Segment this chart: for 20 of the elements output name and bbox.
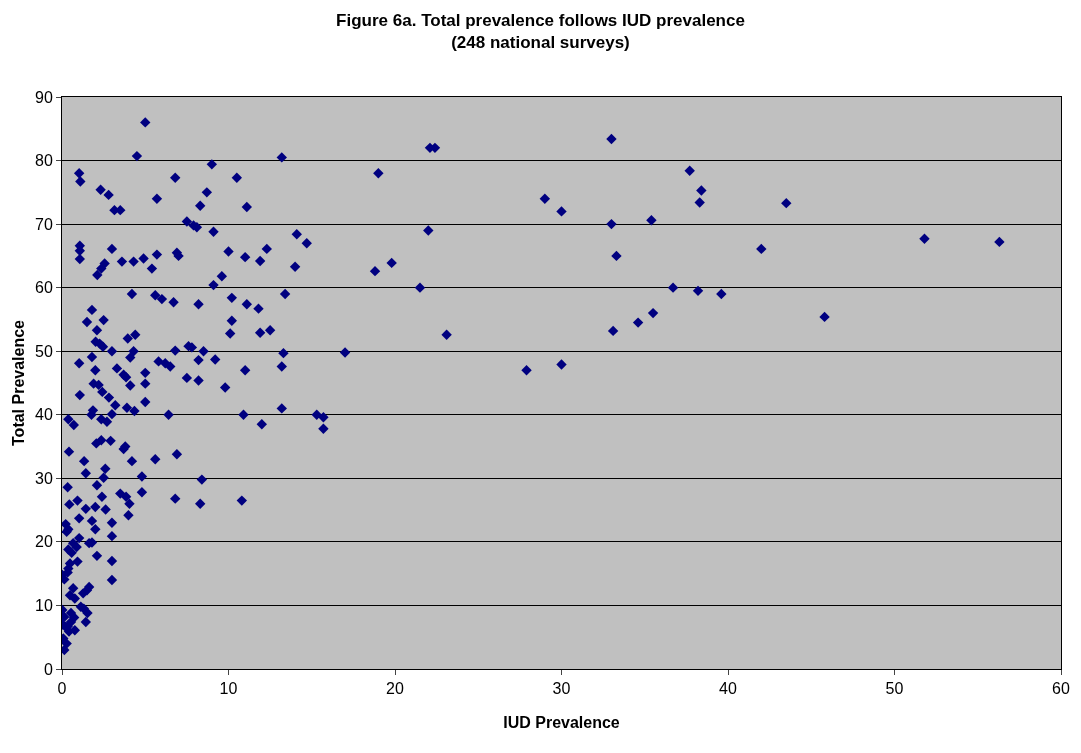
- y-axis-title: Total Prevalence: [9, 319, 27, 446]
- y-tick-label: 40: [35, 406, 53, 424]
- x-tick-label: 60: [1052, 680, 1070, 698]
- y-tick-label: 70: [35, 215, 53, 233]
- y-tick-label: 20: [35, 533, 53, 551]
- y-tick-label: 90: [35, 88, 53, 106]
- x-tick-label: 0: [57, 680, 67, 698]
- chart-title: Figure 6a. Total prevalence follows IUD prevalence (248 national surveys): [336, 11, 745, 53]
- y-tick-label: 60: [35, 279, 53, 297]
- x-axis-title: IUD Prevalence: [503, 713, 620, 731]
- y-tick-label: 50: [35, 342, 53, 360]
- x-tick-label: 40: [719, 680, 737, 698]
- y-tick-label: 80: [35, 152, 53, 170]
- y-tick-label: 30: [35, 469, 53, 487]
- x-tick-label: 50: [885, 680, 904, 698]
- x-tick-label: 30: [552, 680, 571, 698]
- y-tick-label: 0: [43, 660, 53, 678]
- x-tick-label: 10: [219, 680, 238, 698]
- y-tick-label: 10: [35, 597, 53, 615]
- x-tick-label: 20: [386, 680, 404, 698]
